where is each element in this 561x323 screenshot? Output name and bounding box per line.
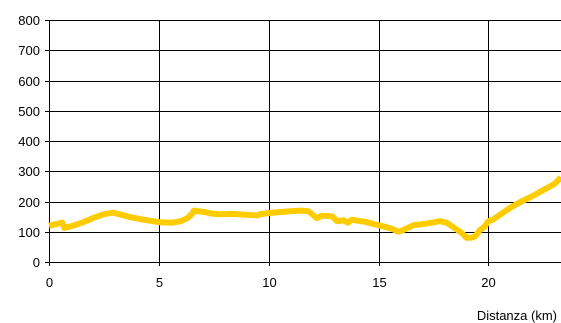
- y-tick-labels: 0 100 200 300 400 500 600 700 800: [18, 13, 40, 270]
- y-tick-label: 0: [33, 255, 40, 270]
- y-tick-label: 500: [18, 104, 40, 119]
- y-tick-label: 800: [18, 13, 40, 28]
- x-tick-labels: 0 5 10 15 20: [46, 275, 496, 290]
- grid-layer: [45, 20, 561, 266]
- x-tick-label: 10: [262, 275, 276, 290]
- y-tick-label: 200: [18, 195, 40, 210]
- y-tick-label: 700: [18, 43, 40, 58]
- elevation-series-line: [48, 175, 561, 241]
- y-tick-label: 300: [18, 164, 40, 179]
- x-tick-label: 15: [372, 275, 386, 290]
- y-tick-label: 400: [18, 134, 40, 149]
- y-tick-label: 600: [18, 74, 40, 89]
- y-tick-label: 100: [18, 225, 40, 240]
- plot-frame: [49, 20, 561, 263]
- x-axis-title: Distanza (km): [477, 308, 557, 323]
- x-tick-label: 0: [46, 275, 53, 290]
- series-layer: [48, 175, 561, 241]
- x-tick-label: 5: [156, 275, 163, 290]
- x-tick-label: 20: [481, 275, 495, 290]
